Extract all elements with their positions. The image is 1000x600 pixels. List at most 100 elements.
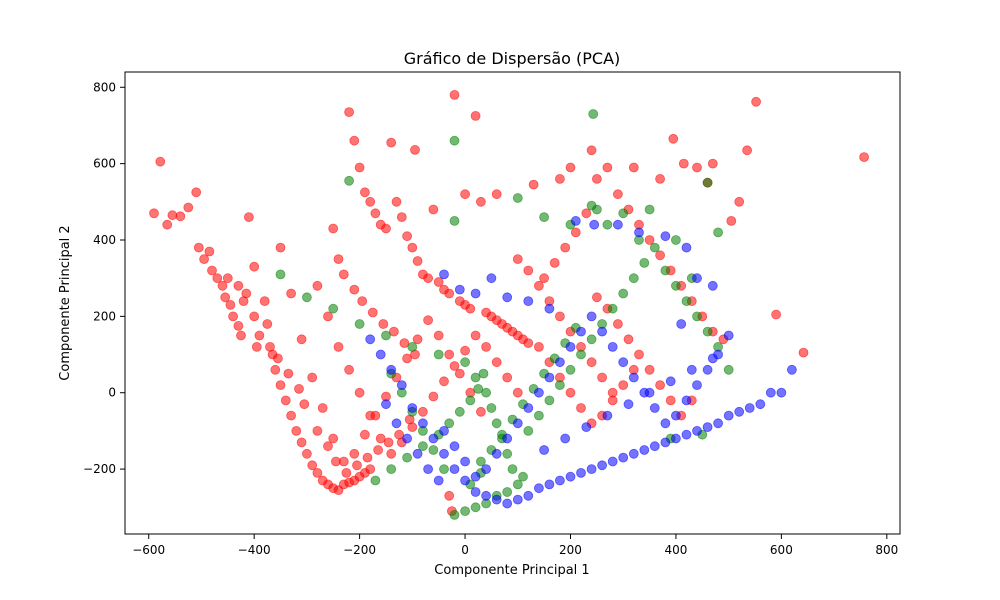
data-point-series-0 xyxy=(354,162,365,173)
data-point-series-1 xyxy=(439,464,449,475)
data-point-series-1 xyxy=(507,464,518,475)
data-point-series-0 xyxy=(301,448,312,459)
x-tick-label: 200 xyxy=(559,543,582,557)
data-point-series-0 xyxy=(592,173,602,184)
data-point-series-1 xyxy=(428,445,439,455)
data-point-series-0 xyxy=(386,448,397,459)
data-point-series-0 xyxy=(470,111,481,121)
data-point-series-0 xyxy=(644,364,655,375)
data-point-series-2 xyxy=(649,441,660,452)
data-point-series-2 xyxy=(402,433,413,444)
data-point-series-0 xyxy=(613,319,623,329)
data-point-series-2 xyxy=(628,448,639,459)
data-point-series-2 xyxy=(665,376,676,387)
x-axis: −600 −400 −200 0 200 400 600 800 xyxy=(132,534,898,557)
data-point-series-0 xyxy=(433,277,444,287)
data-point-series-2 xyxy=(491,494,502,505)
data-point-series-0 xyxy=(225,299,236,310)
data-point-series-1 xyxy=(502,487,513,497)
data-point-series-2 xyxy=(613,219,623,230)
data-point-series-1 xyxy=(417,441,428,452)
data-point-series-1 xyxy=(449,135,460,146)
data-point-series-0 xyxy=(402,353,413,364)
data-point-series-0 xyxy=(365,410,376,421)
data-point-series-2 xyxy=(407,403,418,413)
data-point-series-0 xyxy=(286,288,297,299)
data-point-series-1 xyxy=(449,510,460,520)
data-point-series-0 xyxy=(560,242,571,253)
data-point-series-1 xyxy=(723,364,734,375)
data-point-series-1 xyxy=(381,330,391,341)
data-point-series-2 xyxy=(565,341,576,352)
data-point-series-0 xyxy=(344,107,355,117)
data-point-series-0 xyxy=(475,196,486,207)
data-point-series-0 xyxy=(233,320,244,331)
data-point-series-1 xyxy=(644,204,655,215)
x-tick-label: 400 xyxy=(664,543,687,557)
x-tick-label: 0 xyxy=(461,543,469,557)
data-point-series-2 xyxy=(681,242,692,253)
data-point-series-1 xyxy=(386,464,397,475)
data-point-series-0 xyxy=(328,433,339,444)
data-point-series-2 xyxy=(565,471,576,482)
data-point-series-2 xyxy=(470,471,481,482)
data-point-series-0 xyxy=(444,490,455,501)
data-point-series-0 xyxy=(581,208,592,219)
data-point-series-0 xyxy=(381,223,391,234)
data-point-series-0 xyxy=(423,315,434,326)
data-point-series-0 xyxy=(644,235,655,245)
data-point-series-0 xyxy=(613,189,623,200)
data-point-series-2 xyxy=(412,448,423,459)
data-point-series-2 xyxy=(586,464,597,475)
data-point-series-2 xyxy=(523,490,534,501)
data-point-series-0 xyxy=(294,383,304,394)
data-point-series-0 xyxy=(283,368,294,379)
data-point-series-1 xyxy=(539,212,549,223)
data-point-series-0 xyxy=(428,204,439,215)
x-tick-label: −600 xyxy=(132,543,165,557)
data-point-series-0 xyxy=(378,319,389,329)
data-point-series-2 xyxy=(576,326,586,337)
data-point-series-2 xyxy=(623,399,634,410)
data-point-series-1 xyxy=(344,175,355,186)
data-point-series-0 xyxy=(465,303,476,314)
data-point-series-1 xyxy=(588,109,599,119)
data-point-series-0 xyxy=(607,387,618,398)
data-point-series-1 xyxy=(502,448,513,459)
data-point-series-2 xyxy=(692,380,702,391)
data-point-series-0 xyxy=(354,387,365,398)
data-point-series-1 xyxy=(460,506,471,517)
data-point-series-0 xyxy=(428,391,439,402)
data-point-series-0 xyxy=(344,364,355,375)
data-point-series-0 xyxy=(275,380,286,391)
data-point-series-0 xyxy=(555,173,565,184)
y-tick-label: 200 xyxy=(93,309,116,323)
data-point-series-0 xyxy=(602,162,613,173)
data-point-series-0 xyxy=(175,211,186,222)
data-point-series-0 xyxy=(623,334,634,345)
data-point-series-0 xyxy=(412,334,423,345)
data-point-series-0 xyxy=(678,158,689,169)
data-point-series-0 xyxy=(359,429,370,440)
data-point-series-0 xyxy=(199,254,210,265)
data-point-series-0 xyxy=(296,437,307,448)
data-point-series-2 xyxy=(597,460,607,471)
data-point-series-2 xyxy=(589,219,600,230)
data-point-series-2 xyxy=(607,456,618,467)
data-point-series-2 xyxy=(460,475,471,486)
data-point-series-0 xyxy=(262,319,273,329)
data-point-series-0 xyxy=(265,341,275,352)
data-point-series-0 xyxy=(162,219,173,230)
data-point-series-2 xyxy=(660,437,671,448)
data-point-series-0 xyxy=(444,288,455,299)
data-point-series-0 xyxy=(444,349,455,360)
data-point-series-0 xyxy=(549,257,560,268)
data-point-series-0 xyxy=(523,265,534,276)
data-point-series-0 xyxy=(375,433,386,444)
x-tick-label: 600 xyxy=(770,543,793,557)
data-point-series-2 xyxy=(713,418,723,429)
data-point-series-0 xyxy=(249,311,260,322)
data-point-series-1 xyxy=(470,372,481,383)
data-point-series-2 xyxy=(454,284,465,295)
data-point-series-2 xyxy=(576,467,586,478)
